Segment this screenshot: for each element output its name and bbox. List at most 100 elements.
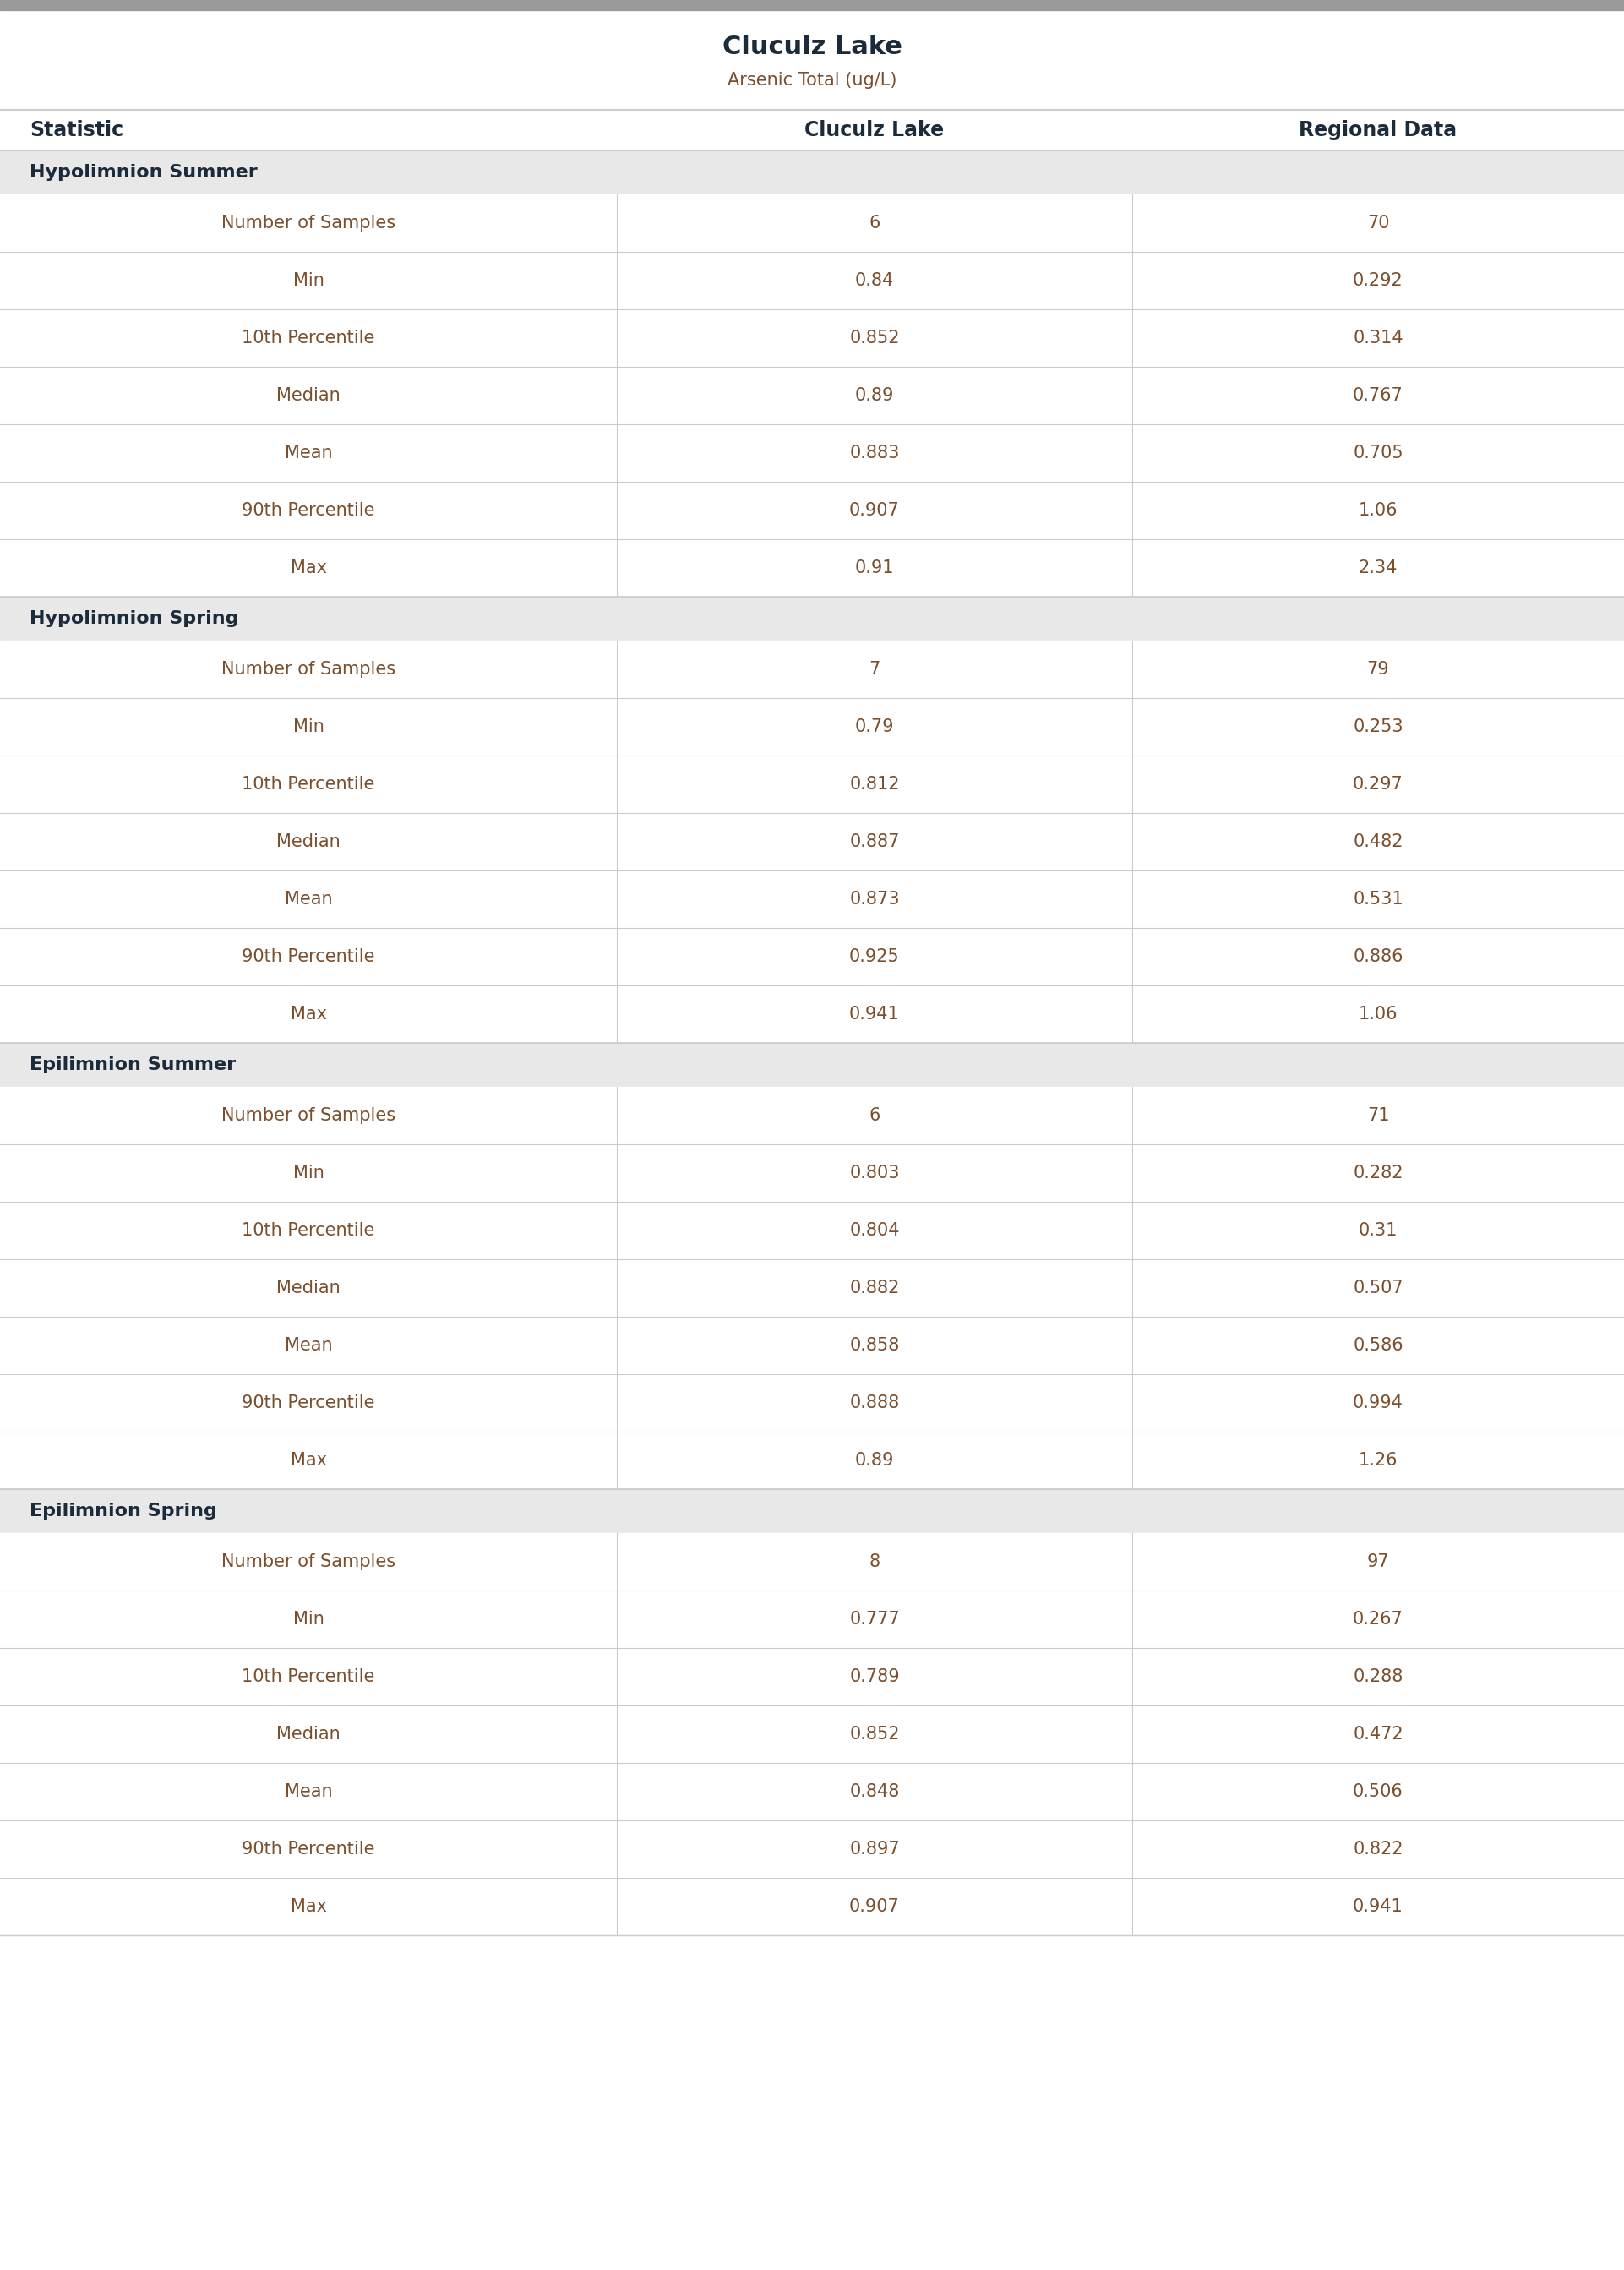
Bar — [0, 1877, 1624, 1936]
Text: 70: 70 — [1367, 216, 1389, 232]
Text: Cluculz Lake: Cluculz Lake — [806, 120, 944, 141]
Bar — [0, 756, 1624, 813]
Text: 0.288: 0.288 — [1353, 1668, 1403, 1684]
Text: 0.886: 0.886 — [1353, 949, 1403, 965]
Bar — [0, 368, 1624, 424]
Bar — [0, 699, 1624, 756]
Text: 1.06: 1.06 — [1358, 502, 1398, 520]
Text: Mean: Mean — [284, 445, 333, 461]
Text: 0.804: 0.804 — [849, 1221, 900, 1239]
Text: 0.507: 0.507 — [1353, 1280, 1403, 1296]
Bar — [0, 1087, 1624, 1144]
Text: 6: 6 — [869, 1108, 880, 1124]
Text: Hypolimnion Spring: Hypolimnion Spring — [29, 611, 239, 627]
Bar — [0, 1201, 1624, 1260]
Text: 0.882: 0.882 — [849, 1280, 900, 1296]
Text: 0.907: 0.907 — [849, 1898, 900, 1916]
Text: Max: Max — [291, 558, 326, 577]
Text: 0.907: 0.907 — [849, 502, 900, 520]
Text: 1.06: 1.06 — [1358, 1006, 1398, 1021]
Text: 0.887: 0.887 — [849, 833, 900, 851]
Text: 0.883: 0.883 — [849, 445, 900, 461]
Text: Median: Median — [276, 388, 341, 404]
Text: 0.812: 0.812 — [849, 776, 900, 792]
Text: 0.822: 0.822 — [1353, 1841, 1403, 1857]
Text: 10th Percentile: 10th Percentile — [242, 1668, 375, 1684]
Text: 0.472: 0.472 — [1353, 1725, 1403, 1743]
Text: 0.586: 0.586 — [1353, 1337, 1403, 1353]
Bar — [0, 150, 1624, 195]
Bar — [0, 1705, 1624, 1764]
Text: Median: Median — [276, 1280, 341, 1296]
Bar — [0, 424, 1624, 481]
Bar — [0, 195, 1624, 252]
Text: Min: Min — [292, 1165, 323, 1180]
Text: 6: 6 — [869, 216, 880, 232]
Text: 0.789: 0.789 — [849, 1668, 900, 1684]
Bar — [0, 1648, 1624, 1705]
Text: 0.482: 0.482 — [1353, 833, 1403, 851]
Text: 0.91: 0.91 — [854, 558, 895, 577]
Bar — [0, 540, 1624, 597]
Text: 90th Percentile: 90th Percentile — [242, 949, 375, 965]
Text: 0.873: 0.873 — [849, 890, 900, 908]
Text: 0.292: 0.292 — [1353, 272, 1403, 288]
Text: 0.852: 0.852 — [849, 1725, 900, 1743]
Text: 0.84: 0.84 — [854, 272, 895, 288]
Bar — [0, 1764, 1624, 1821]
Bar — [0, 1432, 1624, 1489]
Text: 2.34: 2.34 — [1359, 558, 1398, 577]
Text: Median: Median — [276, 833, 341, 851]
Bar — [0, 869, 1624, 928]
Text: 0.925: 0.925 — [849, 949, 900, 965]
Text: 0.848: 0.848 — [849, 1784, 900, 1800]
Text: 90th Percentile: 90th Percentile — [242, 1394, 375, 1412]
Text: 90th Percentile: 90th Percentile — [242, 1841, 375, 1857]
Text: 10th Percentile: 10th Percentile — [242, 776, 375, 792]
Text: 97: 97 — [1367, 1553, 1390, 1571]
Text: 0.282: 0.282 — [1353, 1165, 1403, 1180]
Text: 0.89: 0.89 — [854, 1453, 895, 1469]
Text: 71: 71 — [1367, 1108, 1389, 1124]
Bar — [0, 597, 1624, 640]
Text: Number of Samples: Number of Samples — [221, 1553, 396, 1571]
Text: 0.852: 0.852 — [849, 329, 900, 347]
Bar — [0, 1532, 1624, 1591]
Text: 0.858: 0.858 — [849, 1337, 900, 1353]
Text: 7: 7 — [869, 661, 880, 679]
Bar — [0, 481, 1624, 540]
Text: Epilimnion Summer: Epilimnion Summer — [29, 1056, 235, 1074]
Text: 0.941: 0.941 — [849, 1006, 900, 1021]
Text: 8: 8 — [869, 1553, 880, 1571]
Bar — [0, 813, 1624, 869]
Text: Min: Min — [292, 1612, 323, 1628]
Text: Median: Median — [276, 1725, 341, 1743]
Text: 0.31: 0.31 — [1359, 1221, 1398, 1239]
Text: Statistic: Statistic — [29, 120, 123, 141]
Bar — [0, 1260, 1624, 1317]
Bar — [0, 1373, 1624, 1432]
Bar — [0, 640, 1624, 699]
Text: 0.89: 0.89 — [854, 388, 895, 404]
Text: 0.79: 0.79 — [854, 717, 895, 735]
Text: 79: 79 — [1367, 661, 1390, 679]
Text: Max: Max — [291, 1006, 326, 1021]
Text: 1.26: 1.26 — [1358, 1453, 1398, 1469]
Bar — [0, 985, 1624, 1042]
Text: 0.777: 0.777 — [849, 1612, 900, 1628]
Bar — [0, 928, 1624, 985]
Text: 0.705: 0.705 — [1353, 445, 1403, 461]
Text: 0.531: 0.531 — [1353, 890, 1403, 908]
Text: 10th Percentile: 10th Percentile — [242, 329, 375, 347]
Text: Min: Min — [292, 272, 323, 288]
Text: 0.314: 0.314 — [1353, 329, 1403, 347]
Text: Arsenic Total (ug/L): Arsenic Total (ug/L) — [728, 73, 896, 89]
Text: Mean: Mean — [284, 1337, 333, 1353]
Text: Mean: Mean — [284, 1784, 333, 1800]
Text: Max: Max — [291, 1898, 326, 1916]
Text: 90th Percentile: 90th Percentile — [242, 502, 375, 520]
Text: 0.267: 0.267 — [1353, 1612, 1403, 1628]
Text: 0.803: 0.803 — [849, 1165, 900, 1180]
Bar — [0, 252, 1624, 309]
Text: Number of Samples: Number of Samples — [221, 661, 396, 679]
